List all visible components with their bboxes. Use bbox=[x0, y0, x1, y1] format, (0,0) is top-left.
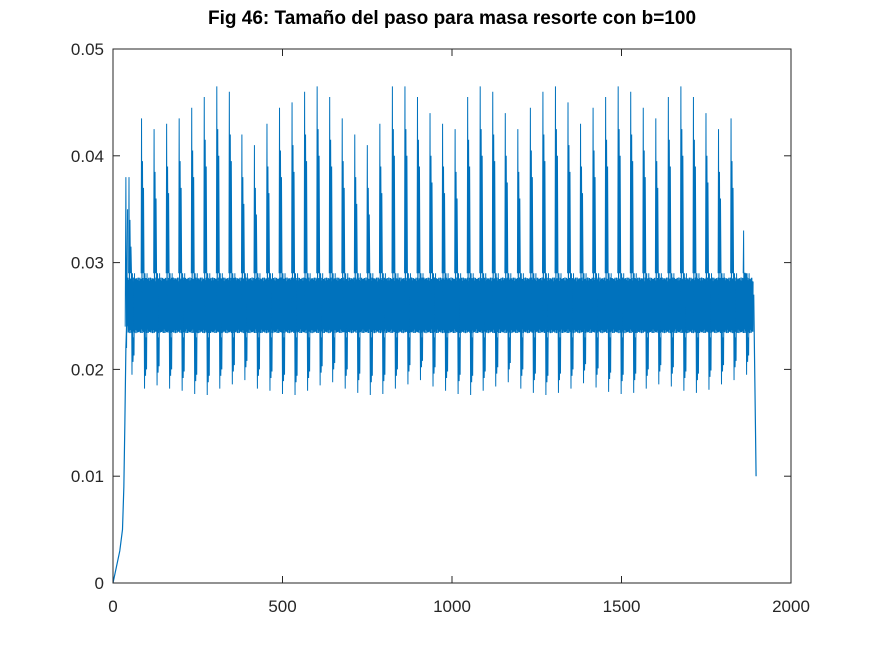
series-0-spike-45 bbox=[692, 97, 700, 393]
y-tick-label-3: 0.03 bbox=[71, 254, 104, 273]
x-tick-label-4: 2000 bbox=[772, 597, 810, 616]
series-0-spike-47 bbox=[717, 129, 725, 385]
series-0-spike-18 bbox=[353, 134, 361, 393]
x-tick-label-1: 500 bbox=[268, 597, 296, 616]
series-0-spike-27 bbox=[466, 97, 474, 396]
series-0-spike-2 bbox=[153, 129, 161, 386]
series-0-spike-19 bbox=[366, 145, 374, 396]
series-0-spike-40 bbox=[629, 91, 637, 393]
series-0-end bbox=[753, 294, 757, 477]
series-0-spike-23 bbox=[416, 97, 424, 381]
axes: 0 0.01 0.02 0.03 0.04 0.05 0 500 1000 1500 2000 bbox=[71, 40, 810, 616]
series-0-spike-11 bbox=[266, 123, 273, 391]
series-0-spike-25 bbox=[441, 123, 449, 391]
x-tick-label-0: 0 bbox=[108, 597, 117, 616]
series-0-spike-4 bbox=[178, 118, 186, 391]
series-0-spike-32 bbox=[529, 107, 537, 393]
series-0-spike-37 bbox=[592, 107, 600, 388]
series-0-spike-33 bbox=[542, 91, 549, 396]
series-0-spike-36 bbox=[579, 123, 587, 384]
series-0-spike-28 bbox=[479, 86, 487, 391]
series-0-spike-14 bbox=[303, 91, 311, 391]
series-0-spike-41 bbox=[642, 107, 650, 389]
y-tick-label-5: 0.05 bbox=[71, 40, 104, 59]
series-0-spike-29 bbox=[491, 91, 499, 387]
series-0-spike-8 bbox=[228, 91, 236, 385]
series-0-spike-30 bbox=[504, 113, 512, 383]
series-0-spike-44 bbox=[679, 86, 687, 391]
series-0-spike-9 bbox=[240, 134, 248, 381]
x-tick-label-2: 1000 bbox=[433, 597, 471, 616]
series-0-spike-6 bbox=[203, 97, 211, 396]
series-0-spike-42 bbox=[654, 118, 662, 385]
chart-title: Fig 46: Tamaño del paso para masa resort… bbox=[208, 8, 696, 29]
series-0-spike-24 bbox=[429, 113, 437, 387]
series-0-spike-17 bbox=[341, 118, 349, 389]
series-0-spike-0 bbox=[128, 177, 136, 375]
series-0-spike-39 bbox=[617, 86, 625, 394]
series-0-spike-35 bbox=[567, 102, 575, 389]
series-0-spike-3 bbox=[165, 123, 173, 389]
plot-area bbox=[112, 86, 757, 584]
series-0-spike-1 bbox=[140, 118, 148, 389]
series-0-spike-20 bbox=[378, 123, 386, 394]
y-tick-label-0: 0 bbox=[95, 574, 104, 593]
y-tick-label-4: 0.04 bbox=[71, 147, 104, 166]
series-0-startup-spike bbox=[124, 177, 129, 349]
series-0-spike-46 bbox=[705, 113, 712, 390]
series-0-spike-26 bbox=[454, 129, 462, 394]
series-0-spike-7 bbox=[215, 86, 223, 389]
series-0-spike-31 bbox=[516, 129, 524, 389]
series-0-spike-22 bbox=[404, 86, 411, 385]
series-0-spike-21 bbox=[391, 86, 399, 389]
y-tick-label-1: 0.01 bbox=[71, 467, 104, 486]
series-0-spike-48 bbox=[730, 118, 738, 381]
series-0-spike-43 bbox=[667, 97, 675, 387]
series-0-spike-34 bbox=[554, 86, 562, 393]
series-0-startup bbox=[112, 305, 128, 584]
series-0-spike-15 bbox=[316, 86, 324, 386]
series-0-spike-13 bbox=[291, 102, 299, 396]
x-tick-label-3: 1500 bbox=[603, 597, 641, 616]
y-tick-label-2: 0.02 bbox=[71, 360, 104, 379]
series-0-spike-10 bbox=[253, 145, 261, 389]
series-0-spike-5 bbox=[190, 107, 198, 394]
series-0-spike-12 bbox=[278, 107, 286, 394]
series-0-spike-49 bbox=[742, 230, 750, 375]
series-0-spike-38 bbox=[604, 97, 612, 392]
series-0-spike-16 bbox=[328, 97, 336, 383]
